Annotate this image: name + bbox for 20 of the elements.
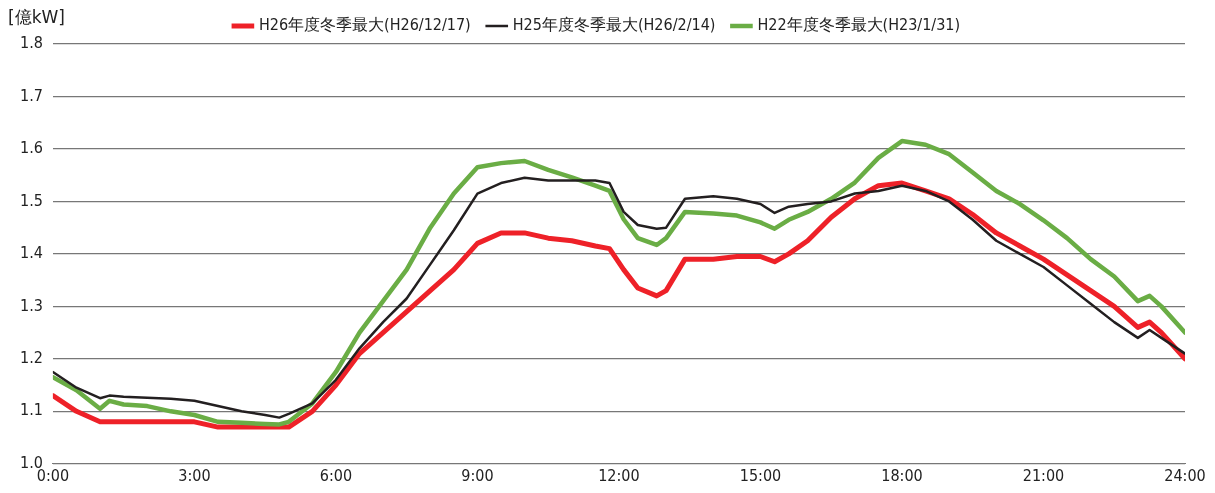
x-tick-label: 24:00 — [1164, 465, 1206, 485]
x-tick-label: 6:00 — [319, 465, 353, 485]
legend-label: H25年度冬季最大(H26/2/14) — [512, 15, 716, 35]
y-axis-title: [億kW] — [8, 6, 65, 29]
x-tick-label: 18:00 — [881, 465, 923, 485]
y-tick-label: 1.1 — [19, 400, 43, 420]
y-tick-label: 1.7 — [19, 85, 43, 105]
x-tick-label: 21:00 — [1022, 465, 1065, 485]
y-tick-label: 1.4 — [19, 243, 43, 263]
x-tick-label: 12:00 — [598, 465, 640, 485]
y-tick-label: 1.3 — [19, 295, 43, 315]
y-tick-label: 1.6 — [19, 138, 43, 158]
x-tick-label: 3:00 — [178, 465, 211, 485]
x-tick-label: 15:00 — [739, 465, 782, 485]
y-tick-label: 1.2 — [19, 348, 43, 368]
legend-label: H26年度冬季最大(H26/12/17) — [258, 15, 471, 35]
legend-label: H22年度冬季最大(H23/1/31) — [757, 15, 961, 35]
y-tick-label: 1.8 — [19, 33, 43, 53]
y-tick-label: 1.5 — [19, 190, 43, 210]
x-tick-label: 9:00 — [461, 465, 494, 485]
